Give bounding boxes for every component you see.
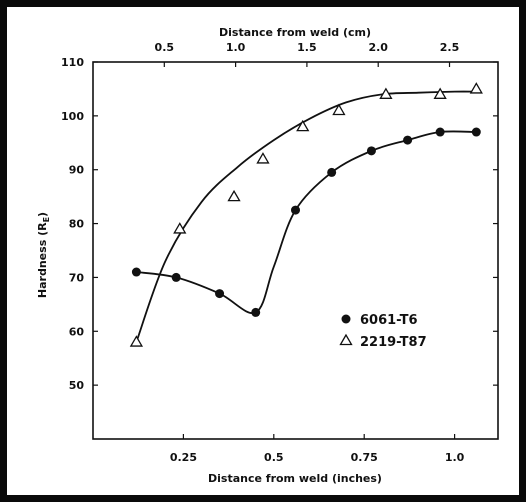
data-point	[332, 103, 346, 116]
markers	[129, 82, 483, 347]
y-axis: 50 60 70 80 90 100 110	[61, 56, 498, 392]
x2-tick-label: 1.0	[226, 41, 246, 54]
data-point	[469, 82, 483, 94]
y-tick-label: 50	[69, 379, 85, 392]
legend: 6061-T6 2219-T87	[339, 313, 427, 350]
x-tick-label: 0.5	[264, 451, 284, 464]
x2-axis: 0.5 1.0 1.5 2.0 2.5	[155, 41, 460, 67]
x2-axis-title: Distance from weld (cm)	[219, 26, 371, 39]
x-tick-label: 0.75	[351, 451, 378, 464]
y-axis-title-close: )	[36, 212, 49, 217]
x-axis: 0.25 0.5 0.75 1.0	[170, 434, 465, 464]
x2-tick-label: 2.0	[368, 41, 388, 54]
y-tick-label: 90	[69, 164, 85, 177]
plot-area	[92, 61, 499, 440]
legend-label-6061-t6: 6061-T6	[360, 313, 418, 328]
legend-marker-2219-t87	[339, 333, 353, 346]
y-tick-label: 80	[69, 218, 85, 231]
y-axis-title-main: Hardness (R	[36, 222, 49, 298]
y-axis-title-sub: E	[42, 217, 51, 222]
data-point	[471, 127, 481, 137]
data-point	[327, 167, 337, 177]
data-point	[291, 205, 300, 215]
legend-marker-6061-t6	[341, 314, 351, 324]
x2-tick-label: 2.5	[440, 41, 460, 54]
data-point	[215, 289, 225, 299]
data-point	[379, 87, 393, 99]
y-tick-label: 60	[69, 325, 85, 338]
data-point	[256, 152, 270, 164]
y-tick-label: 110	[61, 56, 84, 69]
data-point	[131, 267, 141, 277]
x-tick-label: 0.25	[170, 451, 197, 464]
x-tick-label: 1.0	[445, 451, 465, 464]
legend-label-2219-t87: 2219-T87	[360, 335, 427, 350]
data-point	[366, 146, 376, 156]
data-point	[129, 335, 144, 347]
data-point	[296, 119, 310, 132]
x2-tick-label: 1.5	[297, 41, 317, 54]
y-axis-title: Hardness (RE)	[36, 212, 51, 298]
data-point	[173, 222, 187, 234]
data-point	[171, 272, 181, 282]
data-point	[251, 307, 261, 317]
y-tick-label: 70	[69, 271, 85, 284]
data-point	[227, 189, 241, 202]
data-point	[433, 87, 447, 99]
x2-tick-label: 0.5	[155, 41, 175, 54]
y-tick-label: 100	[61, 110, 84, 123]
data-point	[403, 135, 413, 145]
x-axis-title: Distance from weld (inches)	[208, 472, 382, 485]
data-point	[435, 127, 445, 137]
